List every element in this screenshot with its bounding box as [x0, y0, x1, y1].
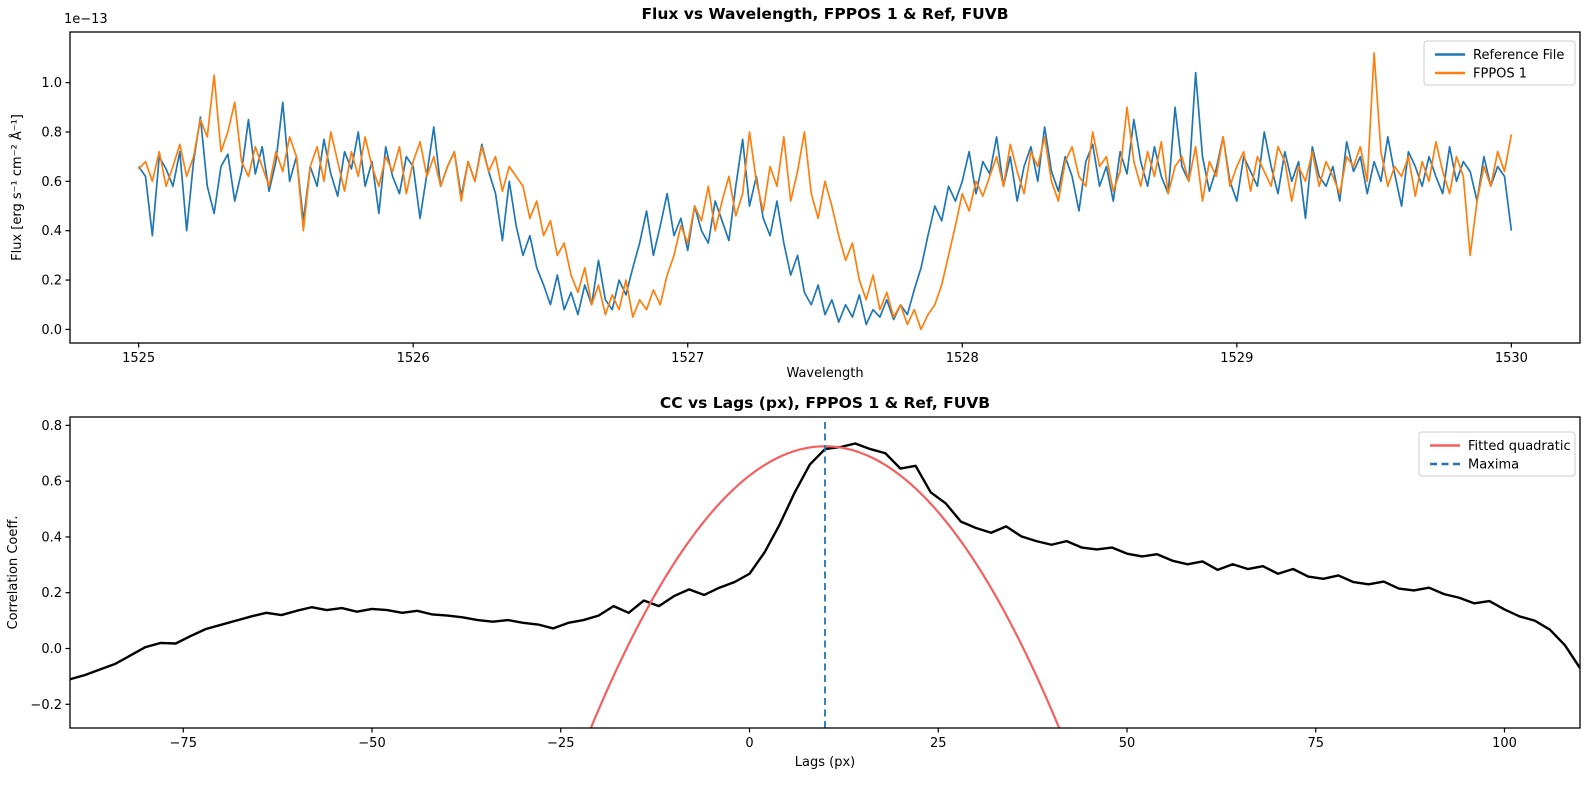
- x-tick-label: 1526: [397, 351, 430, 366]
- cc-x-axis-label: Lags (px): [794, 755, 856, 770]
- flux-chart-title: Flux vs Wavelength, FPPOS 1 & Ref, FUVB: [641, 5, 1009, 23]
- x-tick-label: 75: [1307, 736, 1324, 751]
- y-axis-label: Flux [erg s⁻¹ cm⁻² Å⁻¹]: [9, 114, 25, 261]
- cc-vs-lags-px-axes-frame: [69, 416, 1581, 729]
- y-tick-label: 0.0: [41, 323, 62, 338]
- y-tick-label: −0.2: [30, 698, 62, 713]
- flux-x-axis-label: Wavelength: [786, 366, 864, 381]
- reference-file-line: [137, 71, 1513, 326]
- y-tick-label: 0.8: [41, 419, 62, 434]
- x-tick-label: −75: [170, 736, 197, 751]
- x-tick-label: 0: [745, 736, 753, 751]
- x-tick-label: 1525: [122, 351, 155, 366]
- x-tick-label: 25: [930, 736, 947, 751]
- x-tick-label: 1527: [671, 351, 704, 366]
- x-tick-label: 1528: [946, 351, 979, 366]
- x-tick-label: 1529: [1220, 351, 1253, 366]
- y-tick-label: 0.4: [41, 224, 62, 239]
- x-tick-label: −50: [358, 736, 385, 751]
- x-tick-label: 100: [1492, 736, 1517, 751]
- y-tick-label: 1.0: [41, 76, 62, 91]
- x-tick-label: 50: [1119, 736, 1136, 751]
- reference-file-legend-label: Reference File: [1473, 48, 1564, 63]
- y-tick-label: 0.6: [41, 475, 62, 490]
- flux-vs-wavelength-axes-frame: [69, 31, 1581, 344]
- cc-chart-title: CC vs Lags (px), FPPOS 1 & Ref, FUVB: [659, 394, 991, 412]
- y-axis-label: Correlation Coeff.: [6, 516, 21, 630]
- flux-y-axis-offset-text: 1e−13: [64, 12, 108, 27]
- y-tick-label: 0.2: [41, 274, 62, 289]
- y-tick-label: 0.2: [41, 586, 62, 601]
- y-tick-label: 0.8: [41, 125, 62, 140]
- y-tick-label: 0.0: [41, 642, 62, 657]
- maxima-legend-label: Maxima: [1468, 458, 1519, 473]
- x-tick-label: −25: [547, 736, 574, 751]
- fppos-1-line: [138, 52, 1513, 331]
- y-tick-label: 0.4: [41, 530, 62, 545]
- y-tick-label: 0.6: [41, 175, 62, 190]
- fppos-1-legend-label: FPPOS 1: [1473, 67, 1527, 82]
- fitted-quadratic-legend-label: Fitted quadratic: [1468, 439, 1571, 454]
- x-tick-label: 1530: [1495, 351, 1528, 366]
